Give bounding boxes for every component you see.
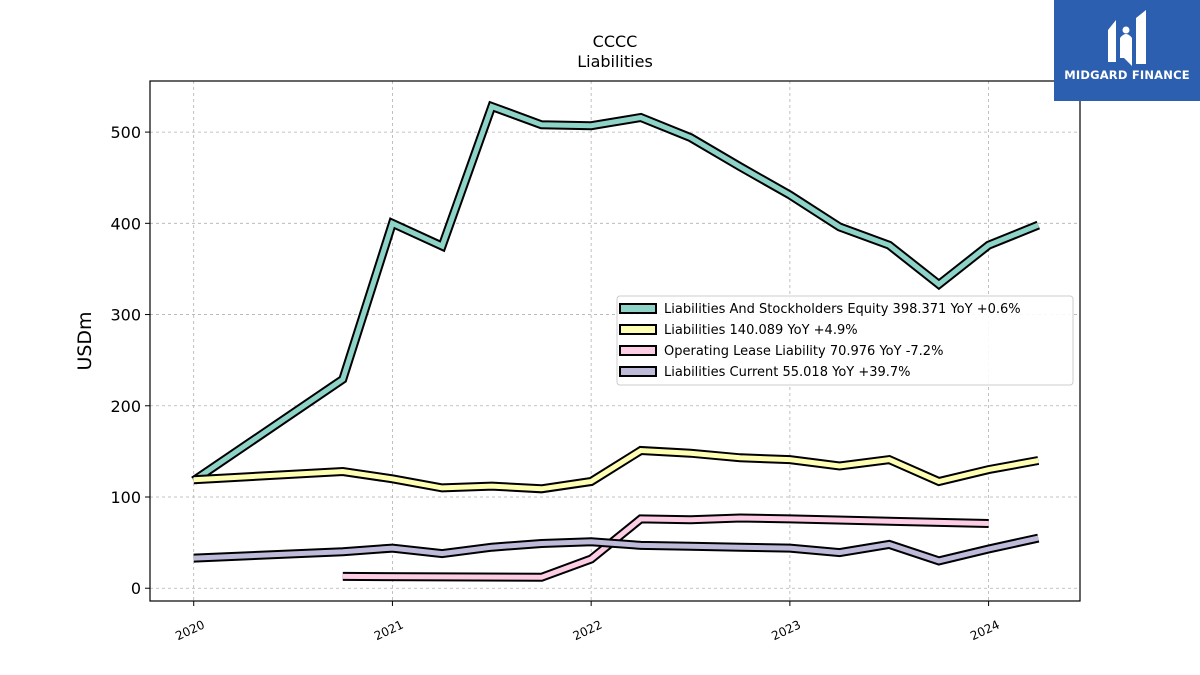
series-line xyxy=(193,535,1039,564)
legend-swatch xyxy=(619,303,657,314)
legend-entry: Liabilities Current 55.018 YoY +39.7% xyxy=(664,365,911,380)
legend: Liabilities And Stockholders Equity 398.… xyxy=(616,295,1074,386)
plot-frame xyxy=(149,80,1081,602)
legend-swatch xyxy=(619,324,657,335)
x-tick-label: 2024 xyxy=(968,618,1002,644)
y-tick-label: 500 xyxy=(110,123,141,142)
x-tick-label: 2023 xyxy=(769,618,803,644)
chart-subtitle: Liabilities xyxy=(577,52,653,71)
x-tick-label: 2022 xyxy=(571,618,605,644)
midgard-logo-icon xyxy=(1108,10,1146,66)
series-lines xyxy=(191,100,1040,582)
chart-title: CCCC xyxy=(593,32,638,51)
y-tick-label: 400 xyxy=(110,214,141,233)
legend-swatch xyxy=(619,345,657,356)
legend-entry: Liabilities 140.089 YoY +4.9% xyxy=(664,323,858,338)
series-line xyxy=(193,447,1039,492)
series-line xyxy=(342,515,989,580)
y-tick-label: 100 xyxy=(110,488,141,507)
brand-logo: MIDGARD FINANCE xyxy=(1054,0,1200,101)
y-tick-label: 200 xyxy=(110,397,141,416)
legend-swatch xyxy=(619,366,657,377)
x-tick-label: 2021 xyxy=(372,618,406,644)
y-axis-label: USDm xyxy=(74,311,96,370)
y-tick-label: 300 xyxy=(110,306,141,325)
legend-box xyxy=(616,295,1074,386)
x-tick-label: 2020 xyxy=(173,618,207,644)
legend-entry: Operating Lease Liability 70.976 YoY -7.… xyxy=(664,344,943,359)
legend-entry: Liabilities And Stockholders Equity 398.… xyxy=(664,302,1021,317)
y-tick-label: 0 xyxy=(131,579,141,598)
series-line-outline xyxy=(191,100,1040,485)
brand-name: MIDGARD FINANCE xyxy=(1064,68,1190,82)
series-line xyxy=(192,103,1040,483)
